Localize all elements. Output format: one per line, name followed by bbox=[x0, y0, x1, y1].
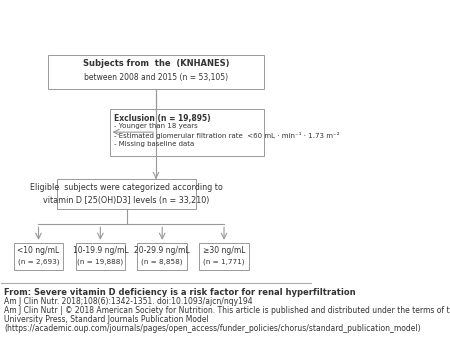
Text: between 2008 and 2015 (n = 53,105): between 2008 and 2015 (n = 53,105) bbox=[84, 73, 228, 82]
Text: (https://academic.oup.com/journals/pages/open_access/funder_policies/chorus/stan: (https://academic.oup.com/journals/pages… bbox=[4, 324, 421, 333]
Text: <10 ng/mL: <10 ng/mL bbox=[18, 246, 59, 255]
FancyBboxPatch shape bbox=[48, 55, 264, 89]
FancyBboxPatch shape bbox=[57, 179, 196, 209]
Text: Exclusion (n = 19,895): Exclusion (n = 19,895) bbox=[114, 114, 211, 123]
Text: (n = 19,888): (n = 19,888) bbox=[77, 259, 123, 265]
Text: Eligible  subjects were categorized according to: Eligible subjects were categorized accor… bbox=[30, 183, 223, 192]
Text: From: Severe vitamin D deficiency is a risk factor for renal hyperfiltration: From: Severe vitamin D deficiency is a r… bbox=[4, 288, 356, 297]
FancyBboxPatch shape bbox=[110, 108, 264, 155]
Text: Am J Clin Nutr | © 2018 American Society for Nutrition. This article is publishe: Am J Clin Nutr | © 2018 American Society… bbox=[4, 306, 450, 315]
Text: (n = 8,858): (n = 8,858) bbox=[141, 259, 183, 265]
Text: ≥30 ng/mL: ≥30 ng/mL bbox=[203, 246, 245, 255]
Text: University Press, Standard Journals Publication Model: University Press, Standard Journals Publ… bbox=[4, 315, 209, 324]
Text: 20-29.9 ng/mL: 20-29.9 ng/mL bbox=[135, 246, 190, 255]
Text: Am J Clin Nutr. 2018;108(6):1342-1351. doi:10.1093/ajcn/nqy194: Am J Clin Nutr. 2018;108(6):1342-1351. d… bbox=[4, 297, 253, 306]
Text: - Missing baseline data: - Missing baseline data bbox=[114, 141, 194, 146]
FancyBboxPatch shape bbox=[14, 243, 63, 270]
FancyBboxPatch shape bbox=[199, 243, 249, 270]
Text: - Estimated glomerular filtration rate  <60 mL · min⁻¹ · 1.73 m⁻²: - Estimated glomerular filtration rate <… bbox=[114, 132, 340, 139]
FancyBboxPatch shape bbox=[76, 243, 125, 270]
Text: 10-19.9 ng/mL: 10-19.9 ng/mL bbox=[72, 246, 128, 255]
Text: (n = 1,771): (n = 1,771) bbox=[203, 259, 245, 265]
Text: vitamin D [25(OH)D3] levels (n = 33,210): vitamin D [25(OH)D3] levels (n = 33,210) bbox=[44, 196, 210, 205]
Text: Subjects from  the  (KNHANES): Subjects from the (KNHANES) bbox=[83, 59, 229, 68]
Text: - Younger than 18 years: - Younger than 18 years bbox=[114, 123, 198, 129]
Text: (n = 2,693): (n = 2,693) bbox=[18, 259, 59, 265]
FancyBboxPatch shape bbox=[137, 243, 187, 270]
